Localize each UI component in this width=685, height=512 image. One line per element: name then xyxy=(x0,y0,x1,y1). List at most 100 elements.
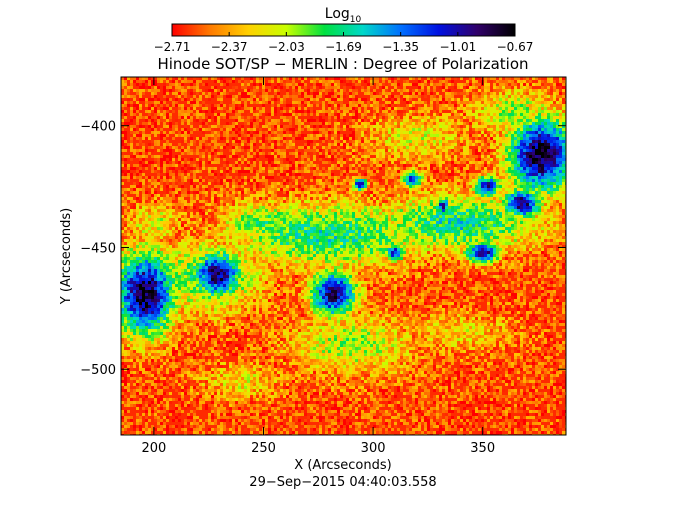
heatmap-cell xyxy=(271,152,274,155)
heatmap-cell xyxy=(169,146,172,149)
heatmap-cell xyxy=(427,146,430,149)
heatmap-cell xyxy=(529,185,532,188)
heatmap-cell xyxy=(313,170,316,173)
heatmap-cell xyxy=(535,182,538,185)
heatmap-cell xyxy=(166,173,169,176)
heatmap-cell xyxy=(319,101,322,104)
heatmap-cell xyxy=(523,194,526,197)
heatmap-cell xyxy=(151,104,154,107)
heatmap-cell xyxy=(217,170,220,173)
heatmap-cell xyxy=(298,170,301,173)
heatmap-cell xyxy=(508,107,511,110)
heatmap-cell xyxy=(295,146,298,149)
heatmap-cell xyxy=(334,119,337,122)
heatmap-cell xyxy=(562,146,565,149)
heatmap-cell xyxy=(268,164,271,167)
heatmap-cell xyxy=(151,170,154,173)
heatmap-cell xyxy=(166,188,169,191)
heatmap-cell xyxy=(307,167,310,170)
heatmap-cell xyxy=(430,170,433,173)
heatmap-cell xyxy=(289,143,292,146)
heatmap-cell xyxy=(430,98,433,101)
heatmap-cell xyxy=(229,197,232,200)
heatmap-cell xyxy=(481,149,484,152)
heatmap-cell xyxy=(400,173,403,176)
heatmap-cell xyxy=(487,197,490,200)
heatmap-cell xyxy=(331,191,334,194)
heatmap-cell xyxy=(289,191,292,194)
heatmap-cell xyxy=(301,122,304,125)
heatmap-cell xyxy=(250,128,253,131)
heatmap-cell xyxy=(211,191,214,194)
heatmap-cell xyxy=(175,191,178,194)
heatmap-cell xyxy=(562,128,565,131)
heatmap-cell xyxy=(532,95,535,98)
heatmap-cell xyxy=(436,98,439,101)
heatmap-cell xyxy=(418,137,421,140)
heatmap-cell xyxy=(535,143,538,146)
heatmap-cell xyxy=(214,104,217,107)
heatmap-cell xyxy=(205,89,208,92)
heatmap-cell xyxy=(544,179,547,182)
heatmap-cell xyxy=(544,137,547,140)
heatmap-cell xyxy=(274,140,277,143)
heatmap-cell xyxy=(181,176,184,179)
heatmap-cell xyxy=(226,143,229,146)
heatmap-cell xyxy=(391,134,394,137)
heatmap-cell xyxy=(445,125,448,128)
heatmap-cell xyxy=(502,182,505,185)
heatmap-cell xyxy=(178,143,181,146)
heatmap-cell xyxy=(268,116,271,119)
heatmap-cell xyxy=(172,179,175,182)
heatmap-cell xyxy=(295,170,298,173)
heatmap-cell xyxy=(466,185,469,188)
heatmap-cell xyxy=(205,137,208,140)
heatmap-cell xyxy=(220,101,223,104)
heatmap-cell xyxy=(199,170,202,173)
heatmap-cell xyxy=(316,170,319,173)
heatmap-cell xyxy=(166,119,169,122)
heatmap-cell xyxy=(535,122,538,125)
heatmap-cell xyxy=(460,170,463,173)
heatmap-cell xyxy=(136,188,139,191)
heatmap-cell xyxy=(280,86,283,89)
heatmap-cell xyxy=(316,116,319,119)
heatmap-cell xyxy=(337,77,340,80)
heatmap-cell xyxy=(487,89,490,92)
heatmap-cell xyxy=(430,107,433,110)
heatmap-cell xyxy=(367,182,370,185)
heatmap-cell xyxy=(541,89,544,92)
heatmap-cell xyxy=(454,116,457,119)
heatmap-cell xyxy=(322,122,325,125)
heatmap-cell xyxy=(271,167,274,170)
heatmap-cell xyxy=(340,149,343,152)
heatmap-cell xyxy=(481,119,484,122)
heatmap-cell xyxy=(226,194,229,197)
heatmap-cell xyxy=(154,134,157,137)
heatmap-cell xyxy=(394,155,397,158)
heatmap-cell xyxy=(538,140,541,143)
heatmap-cell xyxy=(382,92,385,95)
heatmap-cell xyxy=(355,161,358,164)
heatmap-cell xyxy=(241,86,244,89)
heatmap-cell xyxy=(445,128,448,131)
heatmap-cell xyxy=(166,110,169,113)
heatmap-cell xyxy=(325,134,328,137)
heatmap-cell xyxy=(484,77,487,80)
heatmap-cell xyxy=(493,146,496,149)
heatmap-cell xyxy=(133,95,136,98)
heatmap-cell xyxy=(415,77,418,80)
heatmap-cell xyxy=(448,83,451,86)
heatmap-cell xyxy=(136,131,139,134)
heatmap-cell xyxy=(343,143,346,146)
heatmap-cell xyxy=(391,107,394,110)
heatmap-cell xyxy=(451,170,454,173)
heatmap-cell xyxy=(277,128,280,131)
heatmap-cell xyxy=(265,155,268,158)
heatmap-cell xyxy=(256,185,259,188)
heatmap-cell xyxy=(556,146,559,149)
heatmap-cell xyxy=(454,122,457,125)
heatmap-cell xyxy=(541,158,544,161)
heatmap-cell xyxy=(433,152,436,155)
heatmap-cell xyxy=(553,161,556,164)
